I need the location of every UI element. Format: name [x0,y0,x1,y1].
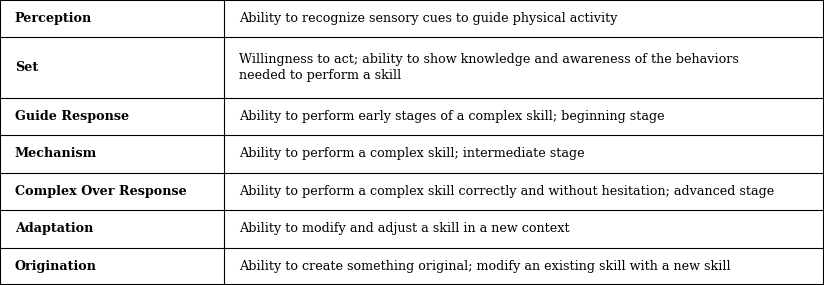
Text: Ability to perform a complex skill; intermediate stage: Ability to perform a complex skill; inte… [239,147,584,160]
Text: Set: Set [15,61,38,74]
Text: Ability to perform early stages of a complex skill; beginning stage: Ability to perform early stages of a com… [239,110,665,123]
Text: Guide Response: Guide Response [15,110,129,123]
Text: Complex Over Response: Complex Over Response [15,185,186,198]
Text: Willingness to act; ability to show knowledge and awareness of the behaviors
nee: Willingness to act; ability to show know… [239,53,739,82]
Text: Ability to create something original; modify an existing skill with a new skill: Ability to create something original; mo… [239,260,731,273]
Text: Ability to modify and adjust a skill in a new context: Ability to modify and adjust a skill in … [239,222,569,235]
Text: Origination: Origination [15,260,97,273]
Text: Mechanism: Mechanism [15,147,97,160]
Text: Perception: Perception [15,12,92,25]
Text: Ability to recognize sensory cues to guide physical activity: Ability to recognize sensory cues to gui… [239,12,617,25]
Text: Ability to perform a complex skill correctly and without hesitation; advanced st: Ability to perform a complex skill corre… [239,185,775,198]
Text: Adaptation: Adaptation [15,222,93,235]
